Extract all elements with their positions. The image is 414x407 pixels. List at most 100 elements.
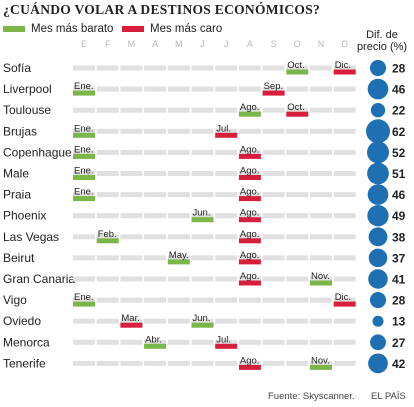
cheap-marker [73,153,95,159]
track-segment [73,192,95,198]
diff-bubble [367,141,389,164]
track-segment [120,234,143,240]
track-segment [96,213,119,219]
track-segment [144,255,167,261]
cheap-month-label: Ene. [74,166,94,177]
city-label: Brujas [3,124,37,138]
track-segment [120,128,143,134]
track-segment [144,234,167,240]
track-segment [191,234,214,240]
track-segment [191,213,214,219]
track-segment [286,360,309,366]
cheap-month-label: Ene. [74,144,94,155]
track-segment [167,234,190,240]
track-segment [310,234,332,240]
diff-header: Dif. de precio (%) [350,29,414,53]
diff-value: 42 [392,357,406,371]
track-segment [238,149,261,155]
expensive-month-label: Ago. [240,355,260,366]
track-segment [286,297,309,303]
track-segment [144,360,167,366]
track-segment [73,255,95,261]
cheap-month-label: Ene. [74,187,94,198]
expensive-month-label: Oct. [287,102,304,113]
diff-value: 41 [392,273,406,287]
month-label: E [81,39,87,49]
track-segment [191,192,214,198]
track-segment [310,192,332,198]
diff-bubble [372,315,384,327]
expensive-month-label: Jul. [216,123,231,134]
track-segment [238,297,261,303]
track-segment [167,128,190,134]
track-segment [238,276,261,282]
track-segment [191,255,214,261]
legend-expensive-swatch [122,26,144,32]
cheap-marker [144,343,167,349]
city-label: Liverpool [3,82,52,96]
expensive-month-label: Ago. [240,250,260,261]
month-label: A [152,39,158,49]
track-segment [238,360,261,366]
track-segment [191,297,214,303]
track-segment [73,86,95,92]
cheap-marker [238,111,261,117]
cheap-marker [73,301,95,307]
track-segment [144,171,167,176]
cheap-marker [73,132,95,138]
legend-expensive-label: Mes más caro [150,23,223,35]
track-segment [333,360,356,366]
track-segment [73,171,95,176]
track-segment [262,107,285,113]
track-segment [262,192,285,198]
expensive-marker [120,322,143,328]
cheap-month-label: Nov. [311,271,330,282]
month-label: A [247,39,253,49]
diff-value: 51 [392,167,406,181]
track-segment [215,107,238,113]
track-segment [73,297,95,303]
expensive-month-label: Ago. [240,271,260,282]
diff-bubble [368,248,388,268]
track-segment [333,128,356,134]
track-segment [310,318,332,324]
cheap-month-label: Jun. [193,208,211,219]
track-segment [310,213,332,219]
track-segment [96,149,119,155]
track-segment [238,65,261,71]
track-segment [262,65,285,71]
diff-bubble [368,353,388,374]
track-segment [73,107,95,113]
month-label: N [318,39,325,49]
track-segment [286,276,309,282]
track-segment [215,297,238,303]
track-segment [144,213,167,219]
track-segment [96,86,119,92]
track-segment [120,255,143,261]
track-segment [167,86,190,92]
track-segment [286,339,309,345]
track-segment [262,149,285,155]
diff-bubble [367,184,389,205]
track-segment [238,339,261,345]
track-segment [191,276,214,282]
track-segment [310,360,332,366]
city-label: Vigo [3,293,27,307]
track-segment [286,171,309,176]
track-segment [120,276,143,282]
cheap-month-label: Ago. [240,102,260,113]
expensive-marker [238,364,261,370]
track-segment [262,297,285,303]
track-segment [96,234,119,240]
track-segment [215,192,238,198]
expensive-marker [215,343,238,349]
track-segment [191,128,214,134]
city-label: Las Vegas [3,230,59,244]
track-segment [286,107,309,113]
track-segment [167,276,190,282]
track-segment [238,128,261,134]
track-segment [73,128,95,134]
diff-value: 46 [392,83,406,97]
price-month-chart: E F M A M J J A S O N D Sofía Oct. Dic. 28 Liverpool Ene.… [3,39,406,374]
track-segment [73,318,95,324]
